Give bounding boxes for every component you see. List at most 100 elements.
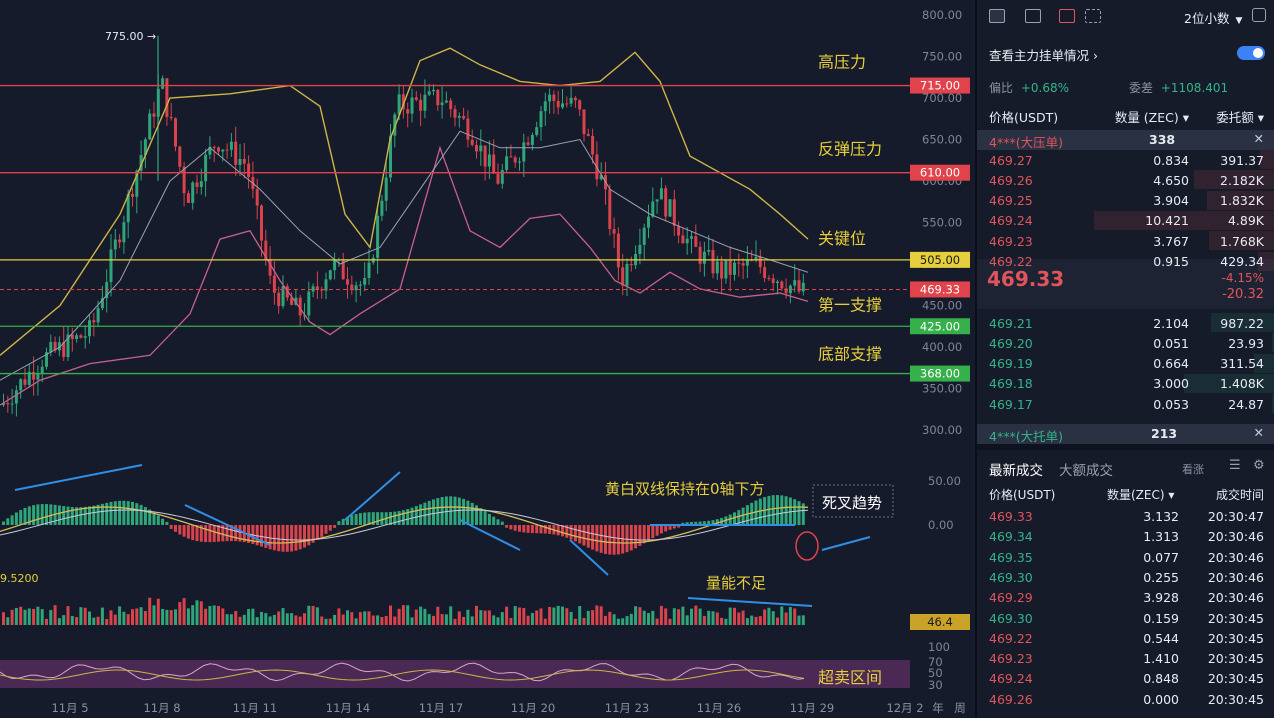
ask-row[interactable]: 469.27 0.834 391.37 xyxy=(989,150,1264,170)
volume-bar xyxy=(208,605,212,625)
tab-large-trades[interactable]: 大额成交 xyxy=(1059,463,1113,479)
big-ask-row[interactable]: 4***(大压单) 338 ✕ xyxy=(977,130,1274,150)
header-qty[interactable]: 数量 (ZEC) ▾ xyxy=(1114,109,1189,125)
macd-bar xyxy=(470,502,474,525)
macd-bar xyxy=(393,511,397,525)
price-axis-label: 450.00 xyxy=(922,299,962,313)
bid-row[interactable]: 469.19 0.664 311.54 xyxy=(989,354,1264,374)
volume-bar xyxy=(143,610,147,625)
candle-body xyxy=(354,285,358,291)
volume-bar xyxy=(79,607,83,625)
macd-bar xyxy=(118,500,122,525)
bid-row[interactable]: 469.18 3.000 1.408K xyxy=(989,374,1264,394)
timeframe-week: 周 xyxy=(954,701,966,715)
candle-body xyxy=(496,173,500,184)
macd-bar xyxy=(698,521,702,525)
filter-icon[interactable]: ☰ xyxy=(1229,458,1241,473)
volume-bar xyxy=(199,601,203,625)
kline-chart-area[interactable]: 800.00750.00700.00650.00600.00550.00500.… xyxy=(0,0,975,718)
date-axis-label: 12月 2 xyxy=(886,701,923,715)
settings-icon[interactable] xyxy=(1252,8,1266,22)
ask-depth-bar xyxy=(1259,150,1274,169)
candle-body xyxy=(367,262,371,278)
macd-bar xyxy=(389,512,392,525)
candle-body xyxy=(182,166,186,194)
volume-bar xyxy=(496,617,500,625)
ask-row[interactable]: 469.24 10.421 4.89K xyxy=(989,211,1264,231)
macd-bar xyxy=(6,518,10,525)
volume-bar xyxy=(92,617,96,625)
tab-latest-trades[interactable]: 最新成交 xyxy=(989,463,1043,479)
candle-body xyxy=(225,149,229,151)
trend-arrow xyxy=(184,504,271,546)
macd-bar xyxy=(148,509,152,525)
volume-bar xyxy=(457,611,461,625)
chevron-right-icon: › xyxy=(1089,48,1098,63)
main-order-toggle[interactable] xyxy=(1237,46,1265,60)
candle-body xyxy=(685,238,689,244)
volume-bar xyxy=(285,613,289,625)
trade-price: 469.24 xyxy=(989,671,1033,687)
header-total-label: 委托额 xyxy=(1216,109,1254,125)
ask-row-price: 469.24 xyxy=(989,213,1033,229)
close-icon[interactable]: ✕ xyxy=(1253,425,1264,440)
price-axis-label: 800.00 xyxy=(922,8,962,22)
candle-body xyxy=(148,113,152,140)
candle-body xyxy=(642,227,646,245)
big-bid-row[interactable]: 4***(大托单) 213 ✕ xyxy=(977,424,1274,444)
candle-body xyxy=(217,147,220,152)
volume-bar xyxy=(801,615,805,625)
candle-body xyxy=(272,275,276,293)
header-total[interactable]: 委托额 ▾ xyxy=(1216,109,1264,125)
trade-row: 469.30 0.159 20:30:45 xyxy=(989,611,1264,631)
price-axis-label: 650.00 xyxy=(922,133,962,147)
macd-bar xyxy=(14,512,18,525)
macd-bar xyxy=(290,525,294,552)
macd-bar xyxy=(565,525,569,538)
trade-time: 20:30:45 xyxy=(1207,651,1264,667)
filter-label[interactable]: 看涨 xyxy=(1182,463,1204,476)
ask-row[interactable]: 469.26 4.650 2.182K xyxy=(989,170,1264,190)
bid-row[interactable]: 469.21 2.104 987.22 xyxy=(989,313,1264,333)
macd-bar xyxy=(526,525,530,533)
volume-bar xyxy=(616,618,620,625)
ask-row[interactable]: 469.25 3.904 1.832K xyxy=(989,191,1264,211)
trade-time: 20:30:45 xyxy=(1207,691,1264,707)
macd-bar xyxy=(255,525,259,546)
volume-bar xyxy=(444,614,448,625)
candle-body xyxy=(105,282,109,299)
bid-row[interactable]: 469.17 0.053 24.87 xyxy=(989,394,1264,414)
volume-bar xyxy=(384,616,388,625)
macd-bar xyxy=(776,495,779,525)
kline-chart[interactable]: 800.00750.00700.00650.00600.00550.00500.… xyxy=(0,0,975,718)
volume-bar xyxy=(664,608,668,625)
layout-asks-icon[interactable] xyxy=(1059,9,1075,23)
macd-bar xyxy=(105,502,109,525)
macd-bar xyxy=(131,501,134,525)
layout-list-icon[interactable] xyxy=(1025,9,1041,23)
ask-row[interactable]: 469.23 3.767 1.768K xyxy=(989,231,1264,251)
trades-tabs: 最新成交 大额成交 看涨 ☰ ⚙ xyxy=(977,444,1274,486)
big-ask-qty: 338 xyxy=(1149,132,1176,147)
macd-bar xyxy=(793,499,797,525)
layout-both-icon[interactable] xyxy=(989,9,1005,23)
settings-icon[interactable]: ⚙ xyxy=(1253,458,1265,473)
volume-bar xyxy=(487,610,491,625)
candle-body xyxy=(410,97,414,114)
ask-row[interactable]: 469.22 0.915 429.34 xyxy=(989,252,1264,272)
candle-body xyxy=(234,141,238,165)
volume-bar xyxy=(217,605,220,625)
macd-bar xyxy=(591,525,595,550)
trades-header-qty[interactable]: 数量(ZEC) ▾ xyxy=(1107,488,1175,502)
macd-bar xyxy=(780,495,784,525)
volume-bar xyxy=(380,617,384,625)
decimals-select[interactable]: 2位小数 ▼ xyxy=(1184,8,1242,27)
layout-bids-icon[interactable] xyxy=(1085,9,1101,23)
candle-body xyxy=(453,109,457,118)
bid-row[interactable]: 469.20 0.051 23.93 xyxy=(989,333,1264,353)
close-icon[interactable]: ✕ xyxy=(1253,131,1264,146)
volume-bar xyxy=(229,614,233,625)
main-order-link[interactable]: 查看主力挂单情况 › xyxy=(989,45,1098,64)
stat-diff: 委差 +1108.401 xyxy=(1129,79,1228,96)
macd-bar xyxy=(113,501,117,525)
